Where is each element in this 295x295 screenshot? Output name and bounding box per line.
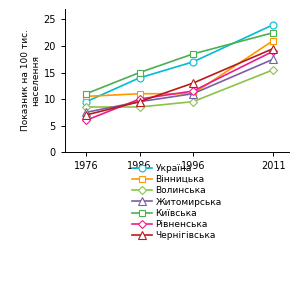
Line: Рівненська: Рівненська	[83, 48, 276, 123]
Рівненська	[271, 50, 275, 53]
Волинська	[84, 105, 88, 109]
Чернігівська	[138, 100, 141, 104]
Рівненська	[191, 89, 195, 93]
Line: Волинська: Волинська	[83, 67, 276, 110]
Чернігівська	[271, 47, 275, 50]
Житомирська	[84, 111, 88, 114]
Житомирська	[191, 92, 195, 96]
Y-axis label: Показник на 100 тис.
населення: Показник на 100 тис. населення	[21, 30, 41, 132]
Київська	[271, 31, 275, 35]
Line: Житомирська: Житомирська	[82, 55, 277, 117]
Волинська	[191, 100, 195, 104]
Київська	[84, 92, 88, 96]
Чернігівська	[191, 81, 195, 85]
Київська	[191, 52, 195, 56]
Чернігівська	[84, 113, 88, 117]
Line: Чернігівська: Чернігівська	[82, 45, 277, 119]
Житомирська	[271, 58, 275, 61]
Київська	[138, 71, 141, 74]
Вінницька	[191, 92, 195, 96]
Legend: Україна, Вінницька, Волинська, Житомирська, Київська, Рівненська, Чернігівська: Україна, Вінницька, Волинська, Житомирсь…	[132, 164, 222, 240]
Рівненська	[138, 97, 141, 101]
Вінницька	[84, 95, 88, 98]
Line: Вінницька: Вінницька	[83, 37, 276, 100]
Україна	[84, 100, 88, 104]
Волинська	[271, 68, 275, 72]
Line: Україна: Україна	[83, 21, 276, 105]
Вінницька	[271, 39, 275, 42]
Житомирська	[138, 100, 141, 104]
Україна	[271, 23, 275, 27]
Вінницька	[138, 92, 141, 96]
Україна	[138, 76, 141, 80]
Рівненська	[84, 119, 88, 122]
Line: Київська: Київська	[83, 29, 276, 97]
Україна	[191, 60, 195, 64]
Волинська	[138, 105, 141, 109]
